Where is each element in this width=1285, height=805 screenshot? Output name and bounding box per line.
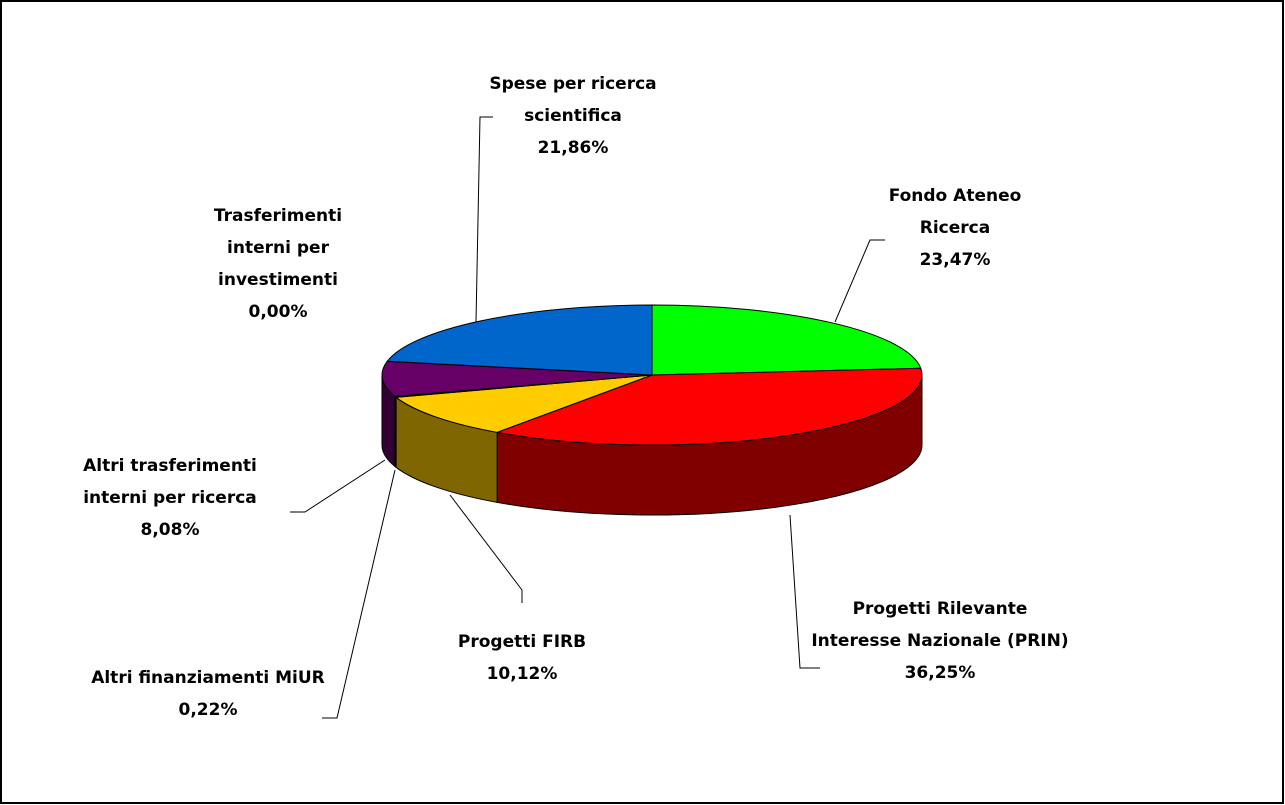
slice xyxy=(381,360,653,397)
slice xyxy=(386,304,653,376)
leader-line xyxy=(789,514,820,669)
value-label: 0,00% xyxy=(248,302,308,322)
value-label: 23,47% xyxy=(919,250,991,270)
category-label: Altri trasferimenti interni per ricerca xyxy=(83,456,257,508)
data-label: Fondo Ateneo Ricerca 23,47% xyxy=(880,180,1030,276)
data-label: Trasferimenti interni per investimenti 0,… xyxy=(198,200,358,328)
category-label: Fondo Ateneo Ricerca xyxy=(888,186,1022,238)
leader-line xyxy=(834,239,885,323)
value-label: 0,22% xyxy=(178,700,238,720)
leader-line xyxy=(449,494,523,603)
leader-line xyxy=(322,469,396,719)
slice xyxy=(651,304,922,376)
category-label: Trasferimenti interni per investimenti xyxy=(213,206,343,290)
leader-lines xyxy=(290,116,885,719)
leader-line xyxy=(475,116,493,323)
value-label: 21,86% xyxy=(537,138,609,158)
data-label: Altri finanziamenti MiUR 0,22% xyxy=(88,662,328,726)
category-label: Altri finanziamenti MiUR xyxy=(91,668,325,688)
slice xyxy=(495,367,923,446)
pie xyxy=(381,304,923,516)
category-label: Progetti Rilevante Interesse Nazionale (… xyxy=(811,599,1069,651)
data-label: Progetti Rilevante Interesse Nazionale (… xyxy=(810,593,1070,689)
data-label: Altri trasferimenti interni per ricerca 8… xyxy=(50,450,290,546)
value-label: 8,08% xyxy=(140,520,200,540)
data-label: Spese per ricerca scientifica 21,86% xyxy=(473,68,673,164)
category-label: Progetti FIRB xyxy=(457,632,587,652)
slice xyxy=(394,374,653,433)
data-label: Progetti FIRB 10,12% xyxy=(412,626,632,690)
category-label: Spese per ricerca scientifica xyxy=(489,74,657,126)
value-label: 36,25% xyxy=(904,663,976,683)
leader-line xyxy=(290,459,386,513)
value-label: 10,12% xyxy=(486,664,558,684)
